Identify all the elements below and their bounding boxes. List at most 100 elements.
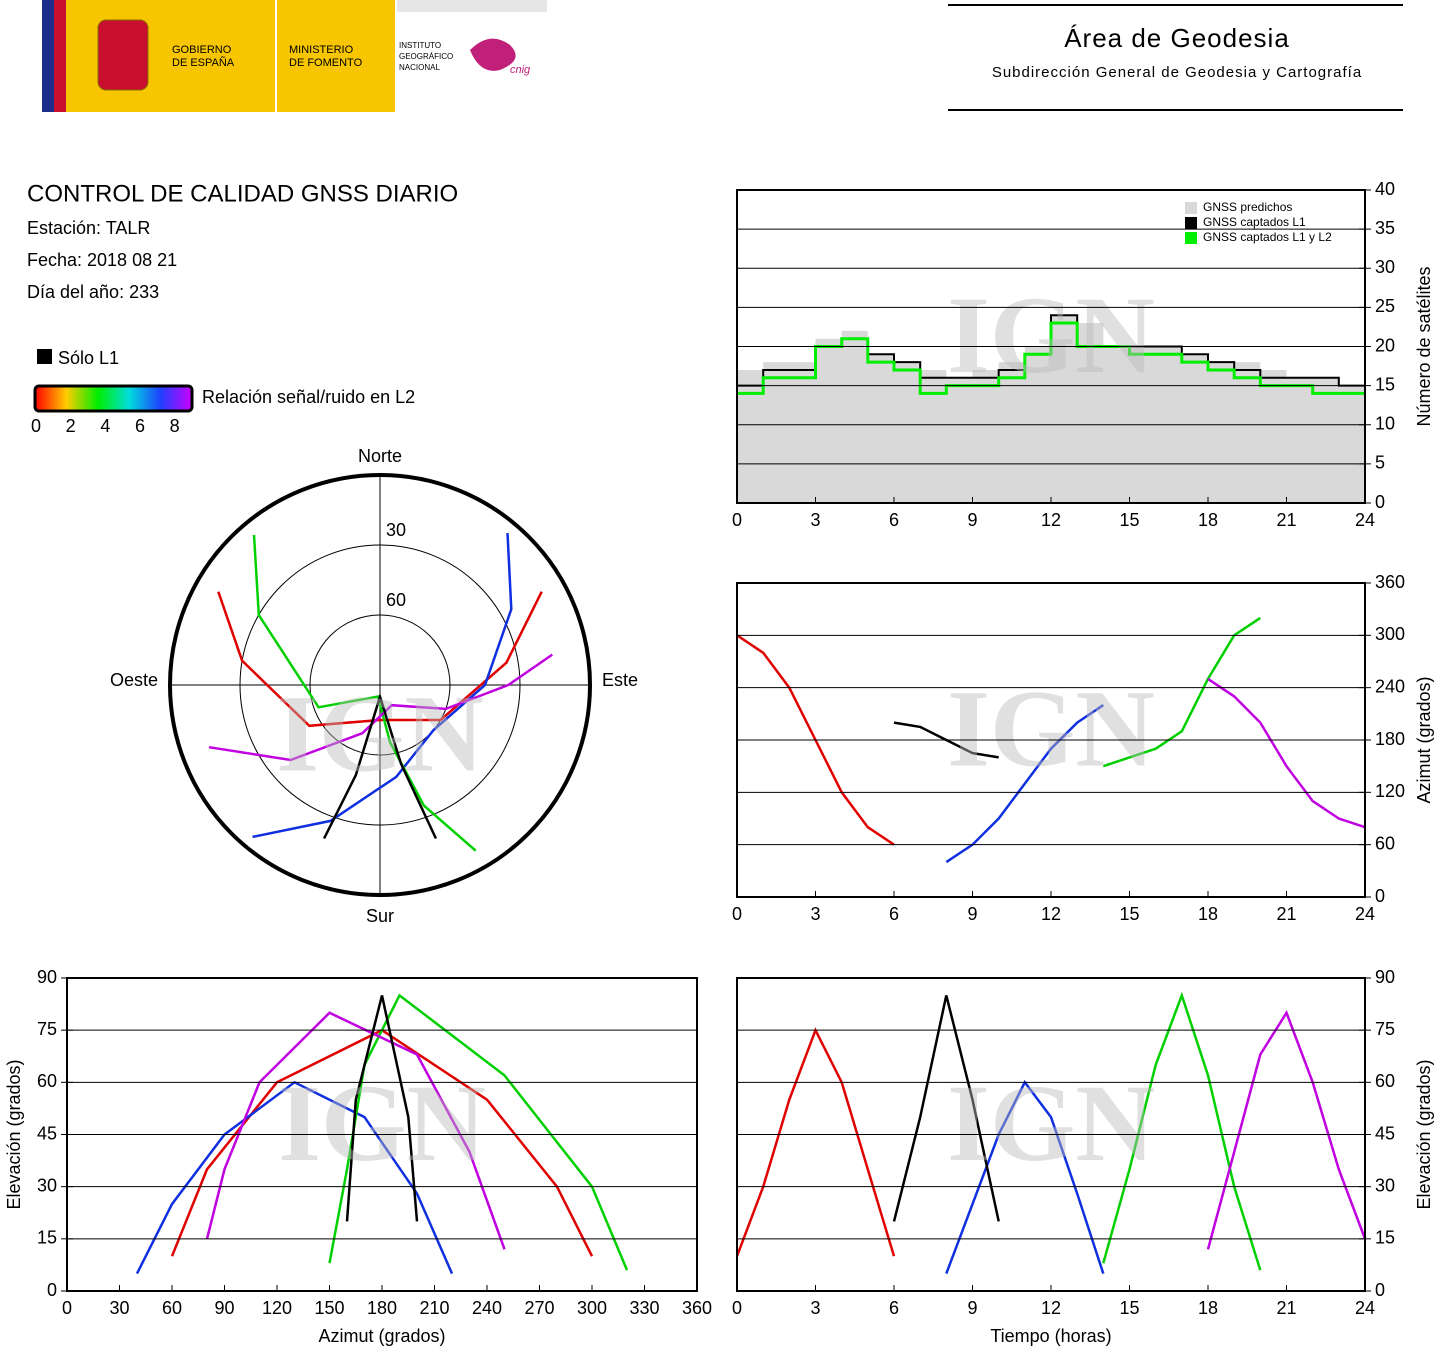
x-tick-label: 0 [732, 510, 742, 530]
x-tick-label: 60 [162, 1298, 182, 1318]
x-tick-label: 18 [1198, 904, 1218, 924]
track [208, 653, 554, 762]
y-tick-label: 90 [1375, 967, 1395, 987]
direction-label: Este [602, 670, 638, 690]
x-tick-label: 330 [629, 1298, 659, 1318]
y-tick-label: 15 [37, 1228, 57, 1248]
y-axis-label: Azimut (grados) [1414, 676, 1434, 803]
skyplot: 30 60 IGN Norte Sur Este Oeste [110, 446, 638, 926]
x-tick-label: 3 [810, 1298, 820, 1318]
y-tick-label: 5 [1375, 453, 1385, 473]
y-tick-label: 30 [37, 1175, 57, 1195]
track [345, 995, 419, 1222]
y-tick-label: 60 [37, 1071, 57, 1091]
y-tick-label: 180 [1375, 729, 1405, 749]
legend-swatch [1185, 202, 1197, 214]
y-axis-label: Elevación (grados) [4, 1059, 24, 1209]
x-tick-label: 90 [214, 1298, 234, 1318]
plot-frame [736, 582, 1366, 898]
x-tick-label: 12 [1041, 904, 1061, 924]
y-tick-label: 45 [37, 1123, 57, 1143]
y-tick-label: 90 [37, 967, 57, 987]
header-title: Área de Geodesia [1064, 23, 1290, 53]
x-axis-label: Azimut (grados) [318, 1326, 445, 1346]
track [322, 692, 438, 840]
ign-text: INSTITUTO [399, 41, 441, 50]
y-tick-label: 45 [1375, 1123, 1395, 1143]
y-axis-label: Número de satélites [1414, 266, 1434, 426]
x-tick-label: 6 [889, 510, 899, 530]
watermark: IGN [276, 672, 484, 794]
x-tick-label: 21 [1276, 510, 1296, 530]
gov-text: DE ESPAÑA [172, 56, 235, 69]
x-tick-label: 21 [1276, 904, 1296, 924]
watermark: IGN [947, 1062, 1155, 1184]
chart: IGN 0 5 10 15 20 25 30 35 40 0 3 6 9 12 15 18 21 24 Número … [732, 179, 1434, 530]
y-tick-label: 300 [1375, 624, 1405, 644]
x-tick-label: 180 [367, 1298, 397, 1318]
y-tick-label: 60 [1375, 1071, 1395, 1091]
horizon [168, 473, 592, 897]
x-tick-label: 12 [1041, 510, 1061, 530]
colorbar-tick-label: 0 [31, 416, 41, 436]
y-tick-label: 75 [37, 1019, 57, 1039]
x-tick-label: 120 [262, 1298, 292, 1318]
legend-swatch [1185, 232, 1197, 244]
colorbar-tick-label: 4 [100, 416, 110, 436]
track [1207, 677, 1365, 829]
x-tick-label: 18 [1198, 510, 1218, 530]
x-tick-label: 15 [1119, 510, 1139, 530]
x-tick-label: 9 [967, 904, 977, 924]
header-subtitle: Subdirección General de Geodesia y Carto… [992, 64, 1362, 81]
ministry-text: MINISTERIO [289, 44, 354, 56]
x-tick-label: 12 [1041, 1298, 1061, 1318]
x-tick-label: 360 [682, 1298, 712, 1318]
direction-label: Norte [358, 446, 402, 466]
y-tick-label: 75 [1375, 1019, 1395, 1039]
ring [239, 544, 521, 826]
y-tick-label: 30 [1375, 1175, 1395, 1195]
watermark: IGN [278, 1062, 486, 1184]
colorbar-tick-label: 6 [135, 416, 145, 436]
station: Estación: TALR [27, 218, 150, 238]
y-tick-label: 240 [1375, 676, 1405, 696]
x-tick-label: 15 [1119, 904, 1139, 924]
x-tick-label: 24 [1355, 1298, 1375, 1318]
gov-logo [42, 0, 547, 112]
y-tick-label: 10 [1375, 414, 1395, 434]
x-tick-label: 270 [524, 1298, 554, 1318]
date: Fecha: 2018 08 21 [27, 250, 177, 270]
y-tick-label: 0 [1375, 1280, 1385, 1300]
y-tick-label: 360 [1375, 572, 1405, 592]
x-tick-label: 0 [62, 1298, 72, 1318]
x-tick-label: 15 [1119, 1298, 1139, 1318]
y-tick-label: 0 [1375, 492, 1385, 512]
track [892, 995, 1000, 1222]
x-tick-label: 18 [1198, 1298, 1218, 1318]
chart: IGN 0 15 30 45 60 75 90 0 3 6 9 12 15 18 21 24 Tiempo (ho… [732, 967, 1434, 1346]
x-axis-label: Tiempo (horas) [990, 1326, 1111, 1346]
x-tick-label: 150 [314, 1298, 344, 1318]
y-tick-label: 60 [1375, 833, 1395, 853]
y-tick-label: 20 [1375, 335, 1395, 355]
x-tick-label: 9 [967, 510, 977, 530]
ring-label: 30 [386, 520, 406, 540]
x-tick-label: 3 [810, 904, 820, 924]
chart: IGN 0 15 30 45 60 75 90 0 30 60 90 120 150 180 210 240 27… [4, 967, 712, 1346]
plot-frame [736, 977, 1366, 1292]
y-tick-label: 35 [1375, 218, 1395, 238]
track [252, 533, 513, 839]
track [252, 534, 477, 852]
x-tick-label: 30 [109, 1298, 129, 1318]
x-tick-label: 3 [810, 510, 820, 530]
day-of-year: Día del año: 233 [27, 282, 159, 302]
legend-swatch [37, 349, 52, 364]
track [217, 591, 543, 728]
y-tick-label: 40 [1375, 179, 1395, 199]
x-tick-label: 24 [1355, 904, 1375, 924]
watermark: IGN [947, 274, 1155, 396]
colorbar-label: Relación señal/ruido en L2 [202, 387, 415, 407]
plot-area [737, 314, 1365, 503]
track [205, 1011, 506, 1250]
